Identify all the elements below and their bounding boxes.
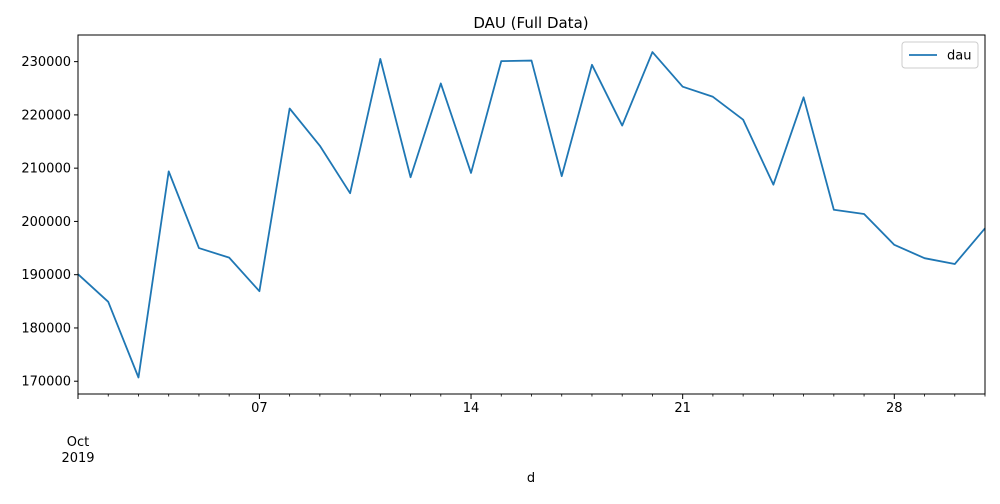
x-tick-label: 14 <box>463 401 480 416</box>
legend-label-dau: dau <box>947 49 971 64</box>
axes-frame <box>77 34 986 395</box>
series-line-dau <box>77 51 986 379</box>
x-tick-label: 21 <box>674 401 691 416</box>
y-tick-label: 220000 <box>21 108 71 123</box>
x-tick-label: Oct <box>67 435 89 450</box>
legend-box <box>901 41 979 69</box>
y-tick-label: 230000 <box>21 55 71 70</box>
x-tick-sublabel: 2019 <box>61 451 94 466</box>
x-tick-label: 28 <box>886 401 903 416</box>
x-axis-label: d <box>527 471 535 486</box>
y-tick-label: 180000 <box>21 321 71 336</box>
y-axis: 170000 180000 190000 200000 210000 220000 2300… <box>21 55 78 390</box>
y-tick-label: 170000 <box>21 375 71 390</box>
y-tick-label: 190000 <box>21 268 71 283</box>
legend: dau <box>901 41 979 69</box>
plot-area <box>77 51 986 379</box>
y-tick-label: 210000 <box>21 162 71 177</box>
chart-title: DAU (Full Data) <box>473 14 588 32</box>
x-tick-label: 07 <box>251 401 268 416</box>
y-tick-label: 200000 <box>21 215 71 230</box>
